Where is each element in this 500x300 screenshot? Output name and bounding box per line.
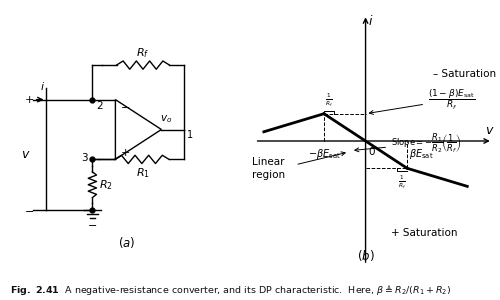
Text: Linear
region: Linear region: [252, 157, 286, 180]
Text: $\dfrac{(1-\beta)E_{\mathrm{sat}}}{R_f}$: $\dfrac{(1-\beta)E_{\mathrm{sat}}}{R_f}$: [370, 88, 475, 114]
Text: $v$: $v$: [21, 148, 30, 161]
Text: $\frac{1}{R_f}$: $\frac{1}{R_f}$: [325, 91, 333, 109]
Text: $\frac{1}{R_f}$: $\frac{1}{R_f}$: [398, 173, 406, 191]
Text: $-\beta E_{\mathrm{sat}}$: $-\beta E_{\mathrm{sat}}$: [308, 147, 340, 161]
Text: $v_o$: $v_o$: [160, 114, 172, 125]
Text: 0: 0: [369, 147, 376, 157]
Text: $(b)$: $(b)$: [356, 248, 374, 262]
Text: $i$: $i$: [368, 14, 374, 28]
Text: 2: 2: [96, 101, 102, 111]
Text: $i$: $i$: [40, 80, 46, 92]
Text: $\mathbf{Fig.\ 2.41}$  A negative-resistance converter, and its DP characteristi: $\mathbf{Fig.\ 2.41}$ A negative-resista…: [10, 283, 451, 297]
Text: $\beta E_{\mathrm{sat}}$: $\beta E_{\mathrm{sat}}$: [410, 147, 434, 161]
Text: $-$: $-$: [24, 205, 34, 215]
Text: $R_f$: $R_f$: [136, 46, 149, 60]
Text: $-$: $-$: [120, 101, 130, 111]
Text: $R_1$: $R_1$: [136, 166, 150, 180]
Text: $(a)$: $(a)$: [118, 235, 136, 250]
Text: $R_2$: $R_2$: [99, 178, 112, 192]
Text: 3: 3: [80, 153, 87, 163]
Text: + Saturation: + Saturation: [391, 228, 458, 238]
Text: $+$: $+$: [24, 94, 34, 105]
Text: $-$: $-$: [88, 219, 98, 229]
Text: $v$: $v$: [484, 124, 494, 137]
Text: 1: 1: [186, 130, 193, 140]
Text: – Saturation: – Saturation: [432, 69, 496, 79]
Text: $+$: $+$: [120, 148, 130, 158]
Text: $\mathrm{Slope}{=}{-}\dfrac{R_1}{R_2}\!\left(\dfrac{1}{R_f}\right)$: $\mathrm{Slope}{=}{-}\dfrac{R_1}{R_2}\!\…: [355, 132, 462, 155]
